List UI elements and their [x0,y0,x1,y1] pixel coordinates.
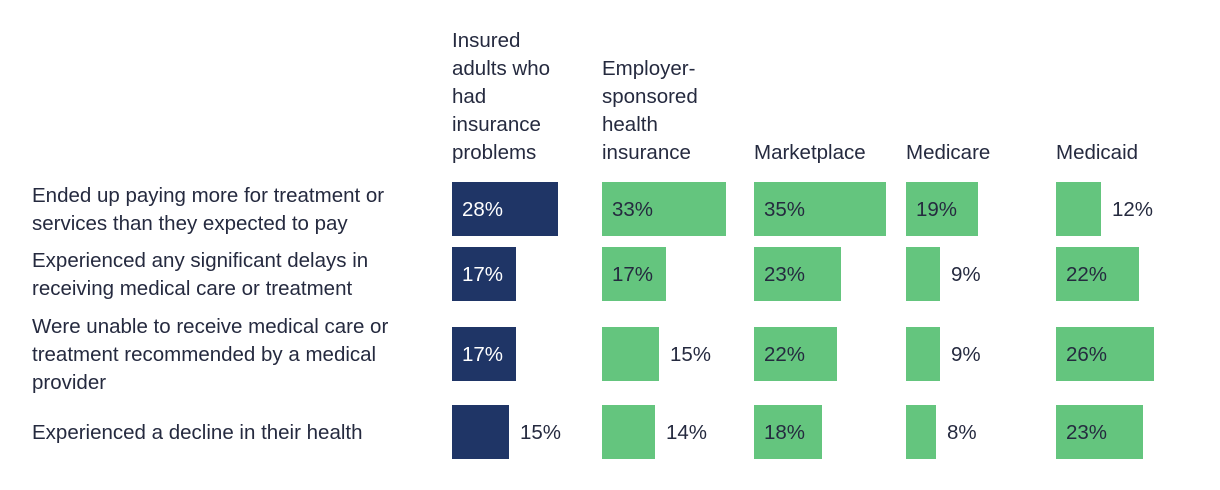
bar [1056,247,1139,301]
data-label: 17% [462,263,503,286]
data-label: 15% [520,421,561,444]
bar [452,405,509,459]
column-header-line: Insured [452,29,520,52]
row-label-line: provider [32,371,106,394]
data-label: 17% [612,263,653,286]
column-header-line: health [602,113,658,136]
column-header: Insured adults who had insurance problems [452,29,550,164]
bar [754,247,841,301]
row-label-line: Experienced a decline in their health [32,421,363,444]
data-label: 12% [1112,198,1153,221]
column-header-line: sponsored [602,85,698,108]
row-label-line: treatment recommended by a medical [32,343,376,366]
data-label: 23% [1066,421,1107,444]
row-label-line: receiving medical care or treatment [32,277,352,300]
bar [906,247,940,301]
row-label-line: Were unable to receive medical care or [32,315,388,338]
column-header: Employer-sponsored health insurance [602,57,698,164]
data-label: 23% [764,263,805,286]
bar [602,247,666,301]
column-header-line: Medicaid [1056,141,1138,164]
data-label: 17% [462,343,503,366]
column-header-line: Marketplace [754,141,866,164]
row-label: Experienced any significant delays in rec… [32,249,368,300]
bar [602,327,659,381]
column-header: Marketplace [754,141,866,164]
bar [754,182,886,236]
data-label: 28% [462,198,503,221]
bar [452,247,516,301]
data-label: 33% [612,198,653,221]
bar [452,327,516,381]
row-label: Experienced a decline in their health [32,421,363,444]
bar [602,405,655,459]
bar [1056,182,1101,236]
data-label: 8% [947,421,977,444]
bar [906,405,936,459]
data-label: 14% [666,421,707,444]
bar [906,182,978,236]
data-label: 19% [916,198,957,221]
data-label: 15% [670,343,711,366]
bar [754,327,837,381]
row-label: Ended up paying more for treatment or ser… [32,184,384,235]
bar [754,405,822,459]
data-label: 22% [764,343,805,366]
data-label: 22% [1066,263,1107,286]
column-header-line: Employer- [602,57,695,80]
bar [1056,327,1154,381]
column-header: Medicare [906,141,990,164]
data-label: 9% [951,343,981,366]
row-label-line: Experienced any significant delays in [32,249,368,272]
column-header-line: adults who [452,57,550,80]
column-header-line: had [452,85,486,108]
bar [602,182,726,236]
bar [452,182,558,236]
data-label: 35% [764,198,805,221]
bar [1056,405,1143,459]
column-header-line: Medicare [906,141,990,164]
row-label: Were unable to receive medical care or tr… [32,315,388,394]
column-header-line: insurance [452,113,541,136]
column-header-line: insurance [602,141,691,164]
data-label: 26% [1066,343,1107,366]
data-label: 18% [764,421,805,444]
row-label-line: services than they expected to pay [32,212,348,235]
bar [906,327,940,381]
data-label: 9% [951,263,981,286]
column-header-line: problems [452,141,536,164]
column-header: Medicaid [1056,141,1138,164]
row-label-line: Ended up paying more for treatment or [32,184,384,207]
